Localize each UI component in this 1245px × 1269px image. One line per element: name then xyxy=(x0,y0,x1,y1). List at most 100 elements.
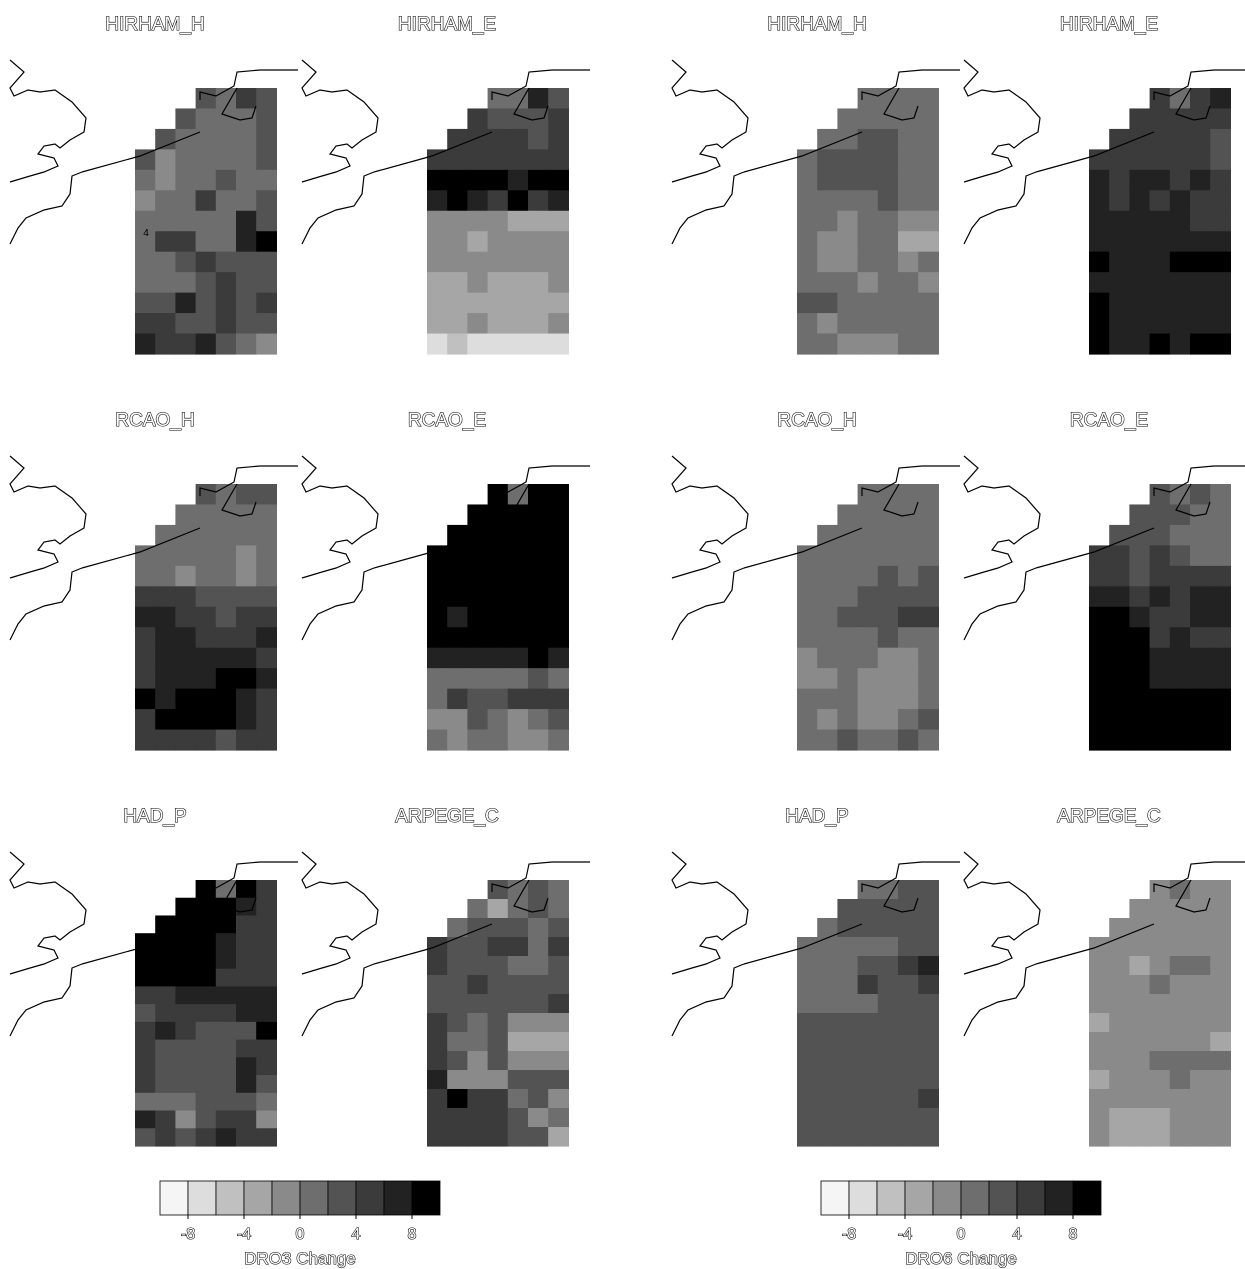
heatmap-cell xyxy=(1129,169,1151,191)
colorbar-tick-label: 4 xyxy=(1013,1226,1022,1243)
coastline xyxy=(9,851,298,1037)
heatmap-cell xyxy=(195,586,217,608)
heatmap-cell xyxy=(487,484,509,506)
heatmap-cell xyxy=(817,918,838,938)
heatmap-cell xyxy=(1169,1108,1191,1128)
heatmap-cell xyxy=(898,627,919,649)
heatmap-cell xyxy=(1129,1032,1151,1052)
heatmap-cell xyxy=(215,333,237,355)
heatmap-cell xyxy=(467,918,489,938)
heatmap-cell xyxy=(175,292,197,314)
heatmap-cell xyxy=(467,1108,489,1128)
heatmap-cell xyxy=(487,1051,509,1071)
heatmap-cell xyxy=(877,128,899,150)
heatmap-cell xyxy=(918,128,939,150)
coastline xyxy=(9,59,298,245)
heatmap-cell xyxy=(135,1128,156,1147)
heatmap-cell xyxy=(528,975,549,995)
heatmap-cell xyxy=(1109,918,1130,938)
heatmap-cell xyxy=(467,313,489,335)
colorbar-swatch xyxy=(932,1180,962,1216)
heatmap-cell xyxy=(548,647,569,669)
heatmap-cell xyxy=(1149,709,1171,731)
heatmap-cell xyxy=(918,956,939,976)
heatmap-cell xyxy=(1149,149,1171,171)
heatmap-cell xyxy=(1190,169,1211,191)
heatmap-cell xyxy=(1129,1051,1151,1071)
heatmap-cell xyxy=(797,169,818,191)
heatmap-cell xyxy=(817,272,838,294)
heatmap-cell xyxy=(256,545,277,567)
heatmap-cell xyxy=(528,606,549,628)
heatmap-cell xyxy=(1089,975,1110,995)
heatmap-cell xyxy=(427,1127,448,1147)
heatmap-cell xyxy=(1109,524,1130,546)
heatmap-cell xyxy=(215,668,237,690)
heatmap-cell xyxy=(1169,149,1191,171)
heatmap-cell xyxy=(898,169,919,191)
heatmap-cell xyxy=(1210,272,1231,294)
heatmap-cell xyxy=(1190,937,1211,957)
heatmap-cell xyxy=(1089,956,1110,976)
heatmap-cell xyxy=(256,915,277,934)
heatmap-cell xyxy=(1129,956,1151,976)
map-panel: HAD_P xyxy=(671,805,960,1147)
heatmap-cell xyxy=(427,169,448,191)
heatmap-cell xyxy=(1109,210,1130,232)
heatmap-cell xyxy=(837,504,859,526)
heatmap-cell xyxy=(1190,1013,1211,1033)
heatmap-cell xyxy=(1149,668,1171,690)
heatmap-cell xyxy=(427,313,448,335)
heatmap-cell xyxy=(256,897,277,917)
heatmap-cell xyxy=(427,606,448,628)
heatmap-cell xyxy=(528,1108,549,1128)
heatmap-cell xyxy=(507,937,529,957)
heatmap-cell xyxy=(215,545,237,567)
heatmap-cell xyxy=(898,606,919,628)
heatmap-cell xyxy=(837,1013,859,1033)
colorbar-swatch xyxy=(988,1180,1018,1216)
heatmap-cell xyxy=(1210,668,1231,690)
heatmap-cell xyxy=(1190,729,1211,751)
heatmap-cell xyxy=(427,210,448,232)
map-panel: HIRHAM_H xyxy=(671,13,960,355)
heatmap-cell xyxy=(877,545,899,567)
heatmap-cell xyxy=(195,1021,217,1041)
heatmap-cell xyxy=(1149,504,1171,526)
heatmap-cell xyxy=(918,313,939,335)
heatmap-cell xyxy=(817,210,838,232)
colorbar-swatch xyxy=(411,1180,441,1216)
heatmap-cell xyxy=(857,975,879,995)
heatmap-cell xyxy=(1109,565,1130,587)
heatmap-cell xyxy=(918,333,939,355)
heatmap-cell xyxy=(1169,994,1191,1014)
heatmap-cell xyxy=(1190,149,1211,171)
heatmap-cell xyxy=(447,313,468,335)
heatmap-cell xyxy=(1149,647,1171,669)
heatmap-cell xyxy=(467,668,489,690)
heatmap-cell xyxy=(487,668,509,690)
heatmap-cell xyxy=(528,210,549,232)
heatmap-cell xyxy=(817,606,838,628)
heatmap-cell xyxy=(135,933,156,952)
heatmap-cell xyxy=(236,1057,257,1076)
heatmap-cell xyxy=(1169,251,1191,273)
heatmap-cell xyxy=(857,231,879,253)
panel-title: ARPEGE_C xyxy=(1057,806,1160,827)
heatmap-cell xyxy=(507,149,529,171)
heatmap-cell xyxy=(507,292,529,314)
heatmap-cell xyxy=(918,1032,939,1052)
heatmap-cell xyxy=(1210,333,1231,355)
heatmap-cell xyxy=(1169,586,1191,608)
heatmap-cell xyxy=(236,149,257,171)
heatmap-cell xyxy=(528,1089,549,1109)
heatmap-cell xyxy=(1129,333,1151,355)
heatmap-cell xyxy=(528,231,549,253)
heatmap-cell xyxy=(548,169,569,191)
heatmap-cell xyxy=(817,190,838,212)
heatmap-cell xyxy=(467,994,489,1014)
heatmap-cell xyxy=(898,1127,919,1147)
heatmap-cell xyxy=(487,88,509,110)
heatmap-cell xyxy=(548,333,569,355)
heatmap-cell xyxy=(175,709,197,731)
